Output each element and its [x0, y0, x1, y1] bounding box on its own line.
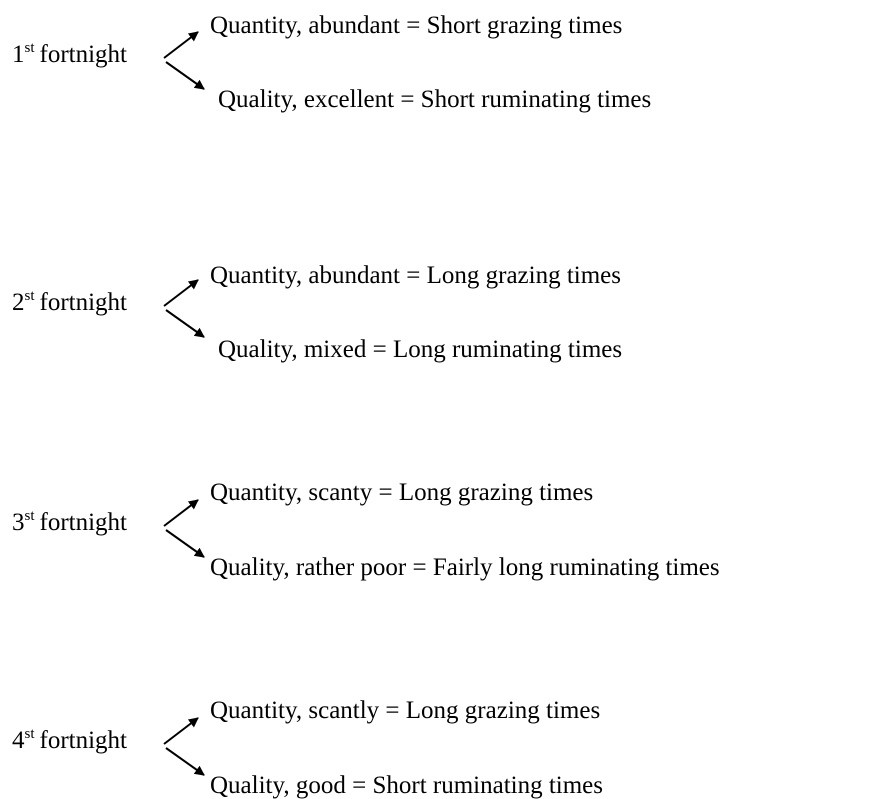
- fortnight-group: 4st fortnight Quantity, scantly = Long gra…: [12, 697, 603, 799]
- fortnight-word: fortnight: [40, 509, 128, 536]
- fortnight-word: fortnight: [40, 727, 128, 754]
- fortnight-number: 2: [12, 289, 25, 316]
- fortnight-number: 3: [12, 509, 25, 536]
- fortnight-number: 4: [12, 727, 25, 754]
- quality-text: Quality, good = Short ruminating times: [210, 772, 603, 799]
- fortnight-word: fortnight: [40, 41, 128, 68]
- arrow-up: [163, 31, 199, 59]
- arrow-down: [165, 61, 205, 90]
- quantity-text: Quantity, abundant = Short grazing times: [210, 12, 622, 39]
- arrow-down: [165, 309, 205, 338]
- ordinal-suffix: st: [25, 508, 36, 524]
- fortnight-group: 2st fortnight Quantity, abundant = Long gr…: [12, 262, 622, 363]
- arrow-up: [163, 499, 199, 527]
- fortnight-label: 1st fortnight: [12, 40, 127, 68]
- quantity-text: Quantity, scantly = Long grazing times: [210, 697, 600, 724]
- fortnight-number: 1: [12, 41, 25, 68]
- quality-text: Quality, rather poor = Fairly long rumin…: [210, 554, 720, 581]
- ordinal-suffix: st: [25, 726, 36, 742]
- arrow-up: [163, 279, 199, 307]
- arrow-down: [165, 529, 205, 558]
- quality-text: Quality, mixed = Long ruminating times: [218, 336, 622, 363]
- fortnight-label: 2st fortnight: [12, 288, 127, 316]
- fortnight-label: 4st fortnight: [12, 726, 127, 754]
- quality-text: Quality, excellent = Short ruminating ti…: [218, 86, 651, 113]
- fortnight-label: 3st fortnight: [12, 508, 127, 536]
- arrow-up: [163, 717, 199, 745]
- quantity-text: Quantity, scanty = Long grazing times: [210, 479, 593, 506]
- ordinal-suffix: st: [25, 40, 36, 56]
- ordinal-suffix: st: [25, 288, 36, 304]
- fortnight-group: 1st fortnight Quantity, abundant = Short g…: [12, 12, 651, 113]
- arrow-down: [165, 747, 205, 776]
- fortnight-group: 3st fortnight Quantity, scanty = Long graz…: [12, 479, 720, 581]
- quantity-text: Quantity, abundant = Long grazing times: [210, 262, 621, 289]
- fortnight-word: fortnight: [40, 289, 128, 316]
